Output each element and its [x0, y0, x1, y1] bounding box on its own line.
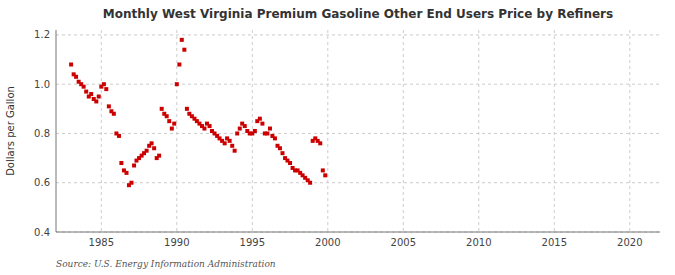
point [228, 139, 232, 143]
point [182, 48, 186, 52]
point [288, 161, 292, 165]
points [69, 38, 327, 187]
point [281, 151, 285, 155]
point [233, 149, 237, 153]
chart: Monthly West Virginia Premium Gasoline O… [0, 0, 675, 275]
grid-line [403, 30, 404, 232]
point [177, 62, 181, 66]
point [112, 112, 116, 116]
point [170, 127, 174, 131]
grid-line [327, 30, 328, 232]
point [130, 181, 134, 185]
point [235, 131, 239, 135]
point [321, 168, 325, 172]
point [125, 171, 129, 175]
point [97, 95, 101, 99]
grid-line [176, 30, 177, 232]
axes: 1985 1990 1995 2000 2005 2010 2015 2020 0.4 0.6 0.… [34, 29, 660, 248]
point [107, 104, 111, 108]
point [175, 82, 179, 86]
point [308, 181, 312, 185]
point [132, 163, 136, 167]
y-tick-label: 1.0 [34, 79, 50, 90]
x-tick-label: 1995 [240, 237, 265, 248]
point [318, 141, 322, 145]
point [152, 146, 156, 150]
grid-line [629, 30, 630, 232]
grid-line [56, 182, 660, 183]
grid [56, 30, 660, 232]
point [165, 114, 169, 118]
grid-line [56, 232, 660, 233]
point [258, 117, 262, 121]
point [185, 107, 189, 111]
point [260, 122, 264, 126]
grid-line [56, 34, 660, 35]
point [119, 161, 123, 165]
point [323, 173, 327, 177]
y-tick-label: 0.4 [34, 227, 50, 238]
point [253, 129, 257, 133]
grid-line [554, 30, 555, 232]
point [69, 62, 73, 66]
point [104, 87, 108, 91]
point [167, 119, 171, 123]
point [89, 92, 93, 96]
y-axis-label: Dollars per Gallon [5, 86, 16, 176]
x-tick-label: 2005 [391, 237, 416, 248]
x-tick-label: 2015 [542, 237, 567, 248]
source-note: Source: U.S. Energy Information Administ… [56, 259, 276, 269]
x-tick-label: 1990 [164, 237, 189, 248]
point [82, 85, 86, 89]
point [243, 124, 247, 128]
y-axis-line [56, 30, 57, 232]
point [117, 134, 121, 138]
x-tick-label: 2010 [466, 237, 491, 248]
point [180, 38, 184, 42]
point [157, 154, 161, 158]
x-tick-label: 2000 [315, 237, 340, 248]
point [238, 127, 242, 131]
y-tick-label: 0.8 [34, 128, 50, 139]
point [102, 82, 106, 86]
grid-line [56, 133, 660, 134]
grid-line [252, 30, 253, 232]
grid-line [56, 84, 660, 85]
point [268, 127, 272, 131]
point [202, 127, 206, 131]
x-tick-label: 2020 [617, 237, 642, 248]
y-tick-label: 1.2 [34, 29, 50, 40]
grid-line [478, 30, 479, 232]
point [160, 107, 164, 111]
grid-line [101, 30, 102, 232]
point [265, 131, 269, 135]
point [84, 90, 88, 94]
point [145, 149, 149, 153]
point [94, 99, 98, 103]
point [273, 136, 277, 140]
point [278, 146, 282, 150]
point [223, 141, 227, 145]
point [230, 144, 234, 148]
point [172, 122, 176, 126]
y-tick-label: 0.6 [34, 177, 50, 188]
point [74, 75, 78, 79]
point [208, 124, 212, 128]
title: Monthly West Virginia Premium Gasoline O… [103, 7, 613, 21]
point [150, 141, 154, 145]
x-tick-label: 1985 [89, 237, 114, 248]
x-axis-line [56, 232, 660, 233]
